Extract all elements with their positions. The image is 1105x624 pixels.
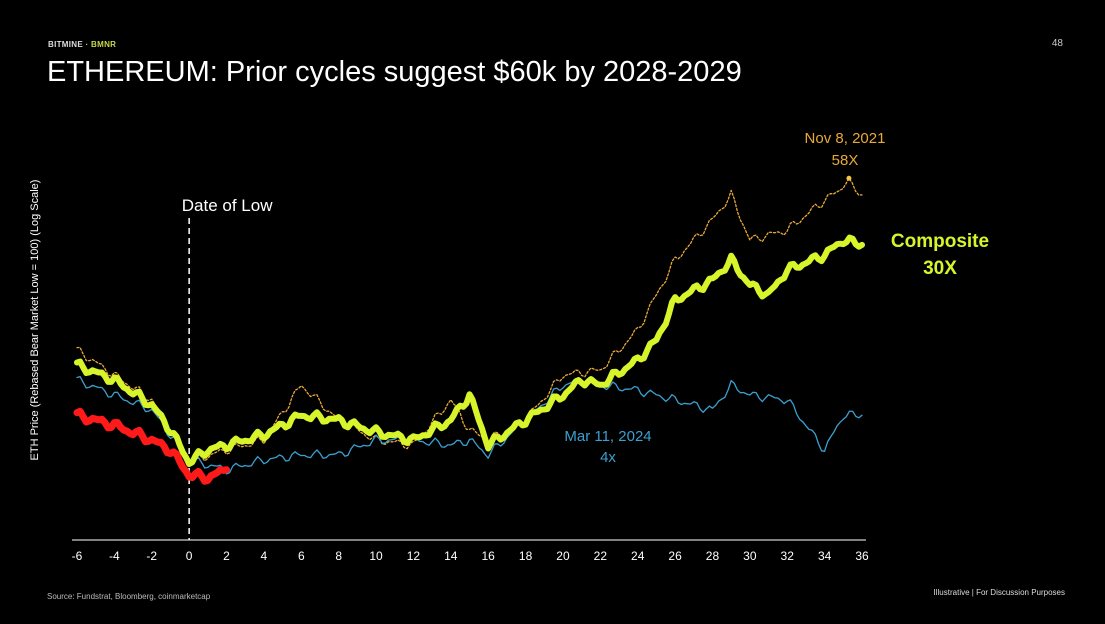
x-tick-label: 30 xyxy=(743,549,757,563)
series-line-cycle-2021 xyxy=(76,177,863,465)
x-tick-label: 20 xyxy=(556,549,570,563)
series-line-composite xyxy=(74,234,865,467)
x-tick-label: 26 xyxy=(668,549,682,563)
x-tick-label: -4 xyxy=(109,549,120,563)
source-note: Source: Fundstrat, Bloomberg, coinmarket… xyxy=(47,592,211,601)
x-tick-label: -2 xyxy=(146,549,157,563)
x-tick-label: 0 xyxy=(186,549,193,563)
x-tick-label: 28 xyxy=(706,549,720,563)
brand-separator: · xyxy=(85,40,89,49)
series-line-cycle-2024 xyxy=(76,375,863,475)
series-line-current xyxy=(73,407,230,485)
x-tick-label: 14 xyxy=(444,549,458,563)
x-tick-label: 36 xyxy=(855,549,869,563)
x-tick-label: 24 xyxy=(631,549,645,563)
brand-header: BITMINE · BMNR xyxy=(48,40,116,49)
x-tick-label: 18 xyxy=(519,549,533,563)
x-tick-label: 4 xyxy=(261,549,268,563)
x-tick-label: 10 xyxy=(369,549,383,563)
x-tick-label: 6 xyxy=(298,549,305,563)
x-tick-label: 12 xyxy=(407,549,421,563)
annotation-composite-label: Composite xyxy=(891,231,989,252)
x-tick-label: -6 xyxy=(72,549,83,563)
annotation-2021-date: Nov 8, 2021 xyxy=(805,130,886,147)
y-axis-label: ETH Price (Rebased Bear Market Low = 100… xyxy=(29,180,41,461)
annotation-2024-date: Mar 11, 2024 xyxy=(564,428,651,445)
date-of-low-label: Date of Low xyxy=(182,196,273,215)
annotation-2021-multiple: 58X xyxy=(832,152,859,169)
peak-marker xyxy=(846,175,852,181)
annotation-composite-multiple: 30X xyxy=(923,258,957,279)
x-tick-label: 16 xyxy=(482,549,496,563)
x-tick-label: 22 xyxy=(594,549,608,563)
x-tick-label: 34 xyxy=(818,549,832,563)
x-tick-label: 8 xyxy=(335,549,342,563)
y-axis-label-text: ETH Price (Rebased Bear Market Low = 100… xyxy=(29,180,41,461)
annotation-2024-multiple: 4x xyxy=(600,449,616,466)
x-tick-label: 2 xyxy=(223,549,230,563)
brand-name: BITMINE xyxy=(48,40,83,49)
disclaimer: Illustrative | For Discussion Purposes xyxy=(933,588,1065,597)
page-number: 48 xyxy=(1051,38,1063,49)
slide-title: ETHEREUM: Prior cycles suggest $60k by 2… xyxy=(47,56,742,88)
brand-ticker: BMNR xyxy=(91,40,117,49)
x-tick-label: 32 xyxy=(781,549,795,563)
